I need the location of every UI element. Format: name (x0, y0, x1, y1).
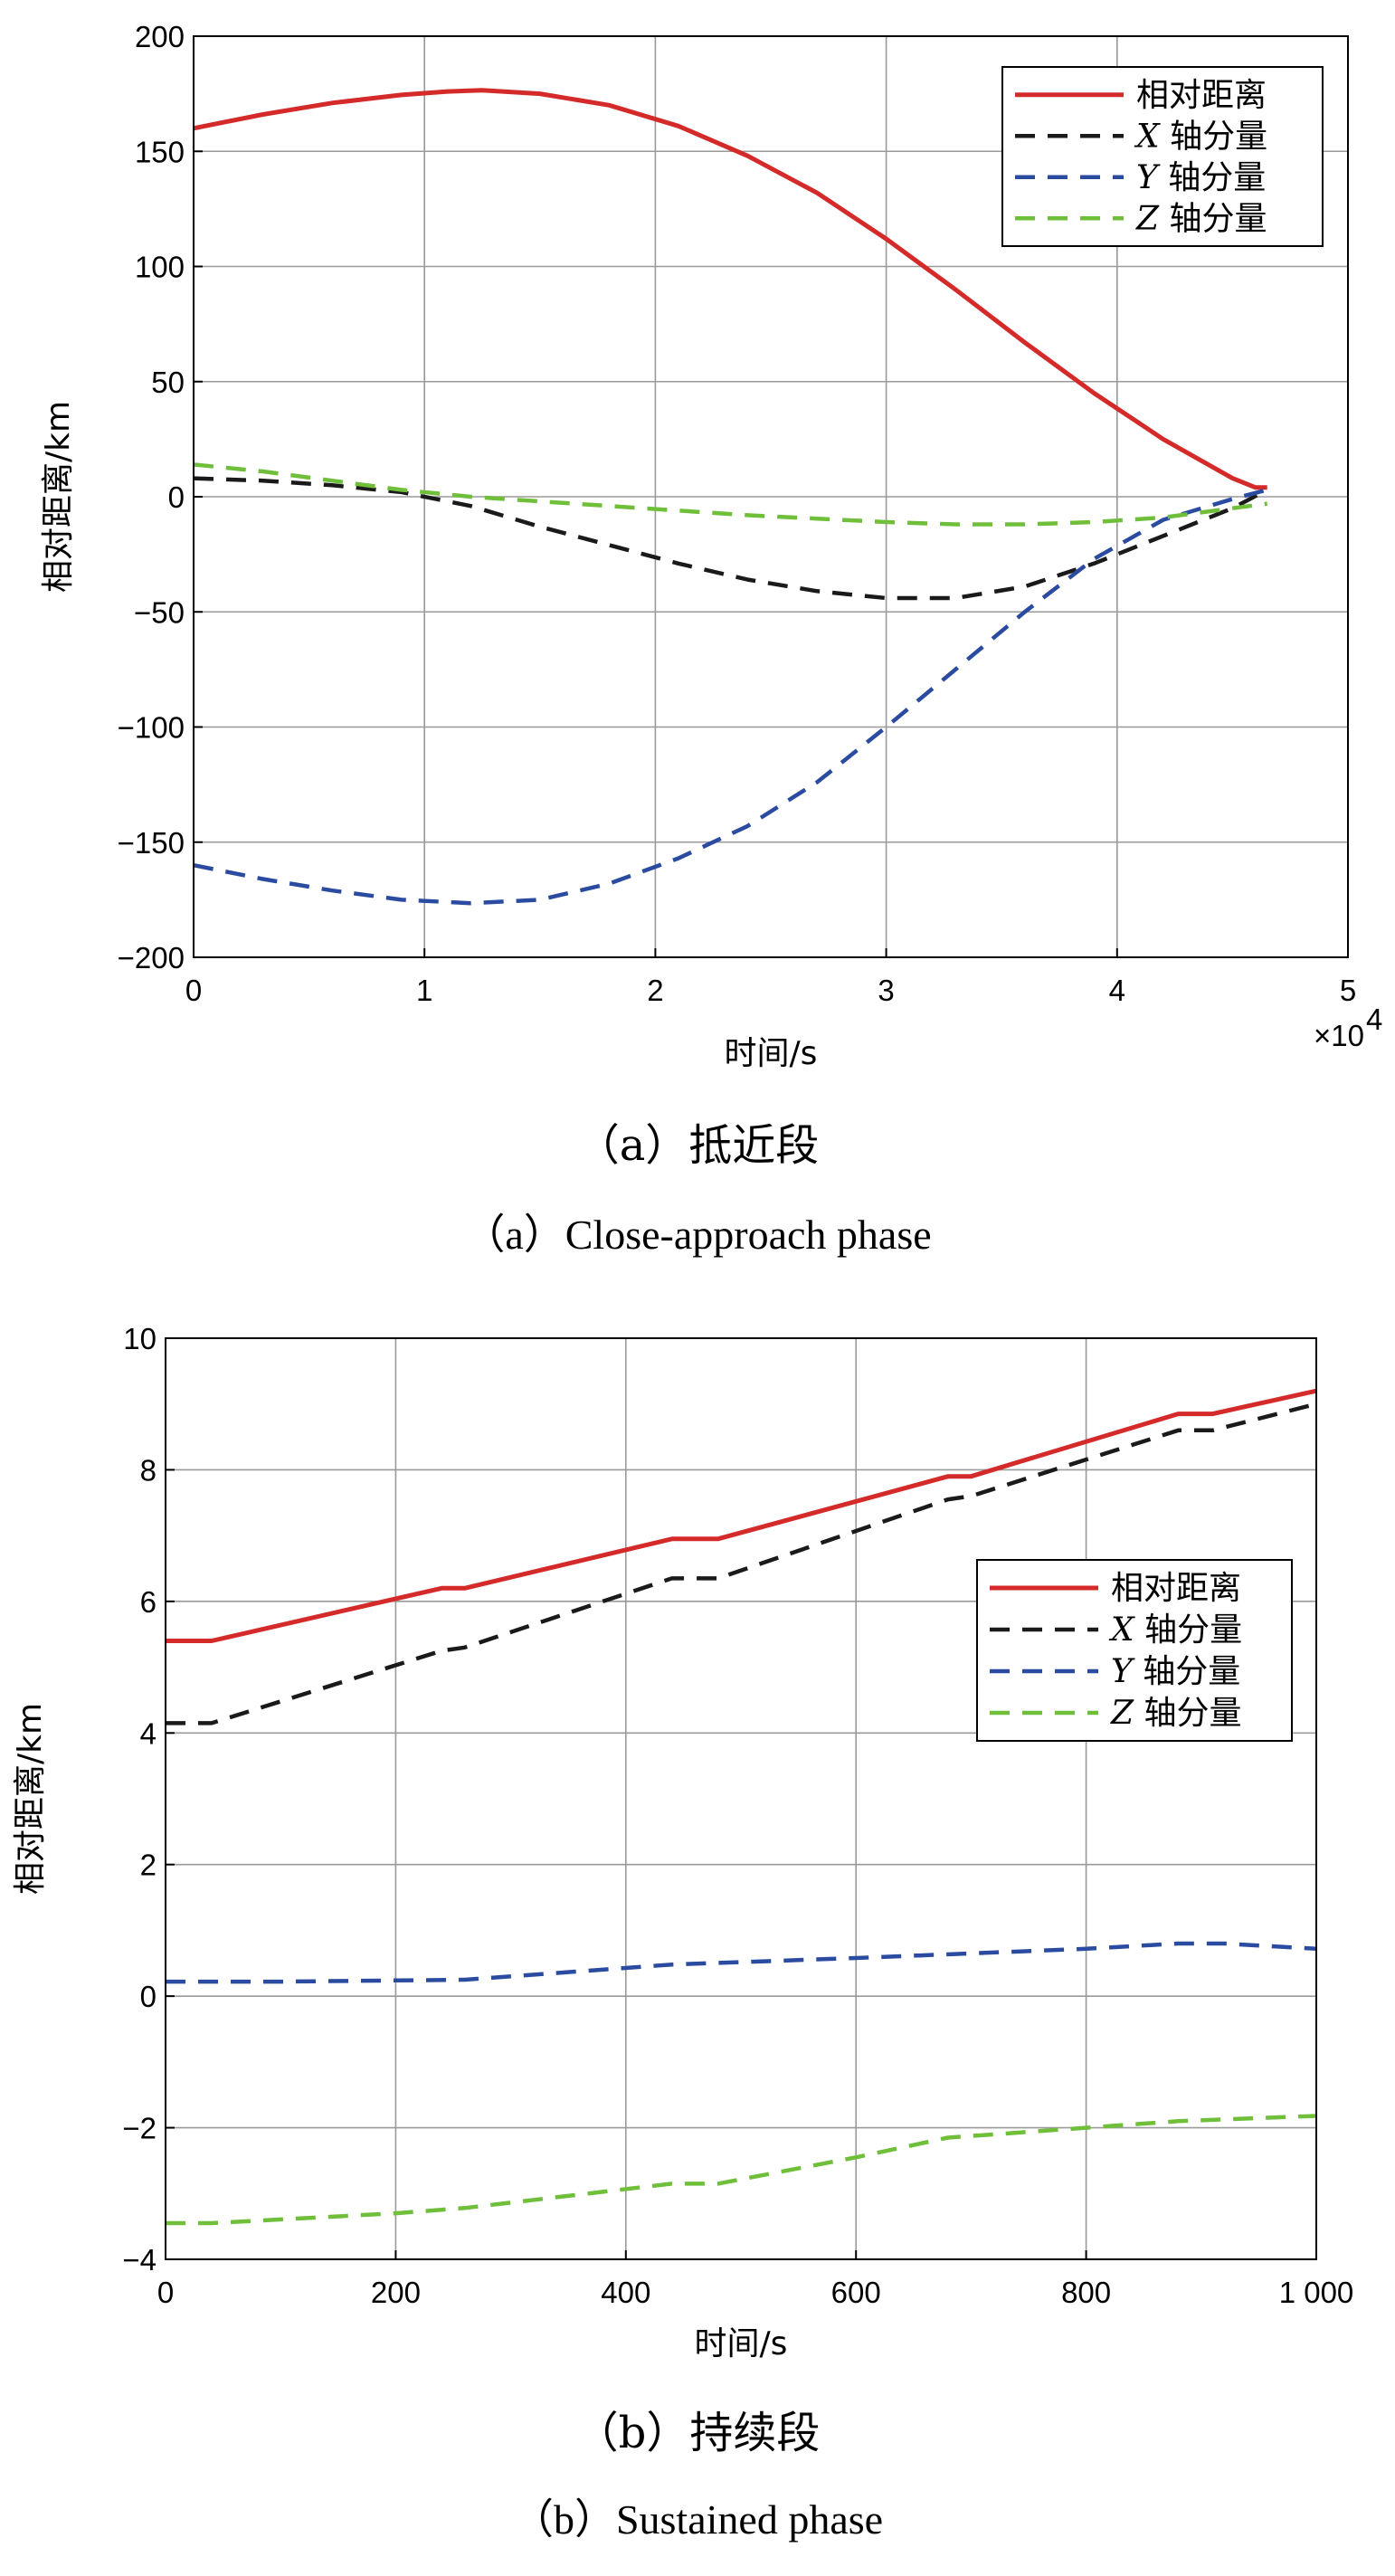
chart-a-ylabel: 相对距离/km (40, 401, 77, 593)
chart-b-xtick-label-5: 1 000 (1279, 2276, 1354, 2309)
chart-b-xtick-label-3: 600 (831, 2276, 881, 2309)
chart-a-svg: （a）抵近段 （a）Close-approach phase 0 1 2 3 4 5200… (40, 20, 1382, 1258)
chart-a-x-exponent: ×10 (1314, 1019, 1364, 1052)
chart-b-legend-axis-text-2: 轴分量 (1133, 1653, 1240, 1690)
chart-a-ytick-label-4: 0 (168, 480, 185, 514)
chart-a-ytick-label-8: −200 (118, 941, 185, 974)
chart-b-series-line-0 (166, 1388, 1317, 1643)
chart-a-legend-label-1: X 轴分量 (1134, 118, 1267, 155)
chart-b-xtick-label-4: 800 (1061, 2276, 1111, 2309)
chart-b-plot-area (166, 1338, 1316, 2259)
chart-a-xtick-label-1: 1 (416, 974, 432, 1007)
chart-a-ytick-label-6: −100 (118, 711, 185, 745)
chart-b-legend-axis-letter-1: X (1108, 1611, 1135, 1649)
chart-b-ytick-label-2: 6 (140, 1585, 157, 1619)
chart-a-legend-axis-letter-3: Z (1135, 200, 1160, 237)
chart-a-legend-axis-text-3: 轴分量 (1159, 200, 1267, 237)
chart-a-ytick-label-2: 100 (135, 251, 185, 284)
chart-b-ytick-label-0: 10 (123, 1322, 157, 1355)
chart-a-legend-axis-text-1: 轴分量 (1160, 118, 1267, 155)
chart-b-ytick-label-6: −2 (122, 2112, 157, 2145)
chart-b-ytick-label-5: 0 (140, 1980, 157, 2013)
chart-b-ytick-label-3: 4 (140, 1716, 157, 1750)
chart-b-caption-cn: （b）持续段 (575, 2408, 821, 2458)
chart-a-ytick-label-7: −150 (118, 826, 185, 860)
chart-b-series-line-2 (166, 1941, 1317, 1984)
chart-a-ytick-label-3: 50 (151, 366, 185, 399)
chart-a-series-line-2 (193, 488, 1268, 906)
chart-b-xtick-label-1: 200 (371, 2276, 421, 2309)
chart-a-legend-axis-letter-2: Y (1136, 159, 1161, 196)
chart-a-ytick-label-0: 200 (135, 20, 185, 53)
chart-a-caption-en: （a）Close-approach phase (463, 1212, 931, 1258)
chart-b-xlabel: 时间/s (695, 2325, 788, 2362)
chart-b-legend-axis-text-3: 轴分量 (1134, 1695, 1241, 1732)
chart-b-axes-frame (165, 1337, 1317, 2260)
chart-a-legend-axis-text-2: 轴分量 (1158, 159, 1266, 196)
chart-a-x-exponent-power: 4 (1366, 1003, 1382, 1036)
chart-a-xtick-label-5: 5 (1340, 974, 1356, 1007)
chart-b-legend-label-1: X 轴分量 (1108, 1611, 1242, 1649)
chart-a-legend-axis-letter-1: X (1134, 118, 1161, 155)
chart-b-ylabel: 相对距离/km (12, 1703, 49, 1895)
chart-a-xtick-label-3: 3 (878, 974, 894, 1007)
chart-panel-b: （b）持续段 （b）Sustained phase 0 200 400 600 800 1… (0, 1267, 1395, 2576)
chart-b-svg: （b）持续段 （b）Sustained phase 0 200 400 600 800 1… (12, 1322, 1354, 2543)
chart-a-legend-label-3: Z 轴分量 (1135, 200, 1267, 237)
chart-a-xtick-label-4: 4 (1109, 974, 1125, 1007)
chart-b-ytick-label-1: 8 (140, 1453, 157, 1487)
chart-a-series-line-0 (193, 88, 1267, 490)
chart-a-legend-label-2: Y 轴分量 (1136, 159, 1266, 196)
chart-b-legend-axis-letter-2: Y (1111, 1653, 1135, 1690)
chart-a-ytick-label-5: −50 (134, 595, 185, 629)
chart-b-legend-label-3: Z 轴分量 (1110, 1695, 1241, 1732)
chart-b-xtick-label-0: 0 (157, 2276, 174, 2309)
chart-b-legend-label-0: 相对距离 (1111, 1570, 1241, 1607)
chart-b-legend-axis-text-1: 轴分量 (1134, 1611, 1242, 1649)
chart-a-legend-label-0: 相对距离 (1136, 77, 1267, 114)
chart-a-xlabel: 时间/s (725, 1035, 818, 1072)
chart-b-caption-en: （b）Sustained phase (512, 2496, 883, 2543)
chart-a-series-line-3 (193, 462, 1267, 527)
chart-a-xtick-label-0: 0 (185, 974, 202, 1007)
chart-b-legend-label-2: Y 轴分量 (1111, 1653, 1240, 1690)
chart-b-ytick-label-7: −4 (122, 2243, 157, 2277)
chart-b-xtick-label-2: 400 (601, 2276, 650, 2309)
chart-b-ytick-label-4: 2 (140, 1849, 157, 1882)
chart-a-caption-cn: （a）抵近段 (576, 1120, 820, 1171)
chart-a-ytick-label-1: 150 (135, 135, 185, 168)
chart-a-series-line-1 (193, 476, 1268, 601)
chart-b-series-line-3 (166, 2114, 1317, 2226)
chart-a-xtick-label-2: 2 (647, 974, 663, 1007)
chart-b-legend-axis-letter-3: Z (1110, 1695, 1134, 1732)
chart-b-series-line-1 (166, 1402, 1317, 1725)
chart-panel-a: （a）抵近段 （a）Close-approach phase 0 1 2 3 4 5 200… (0, 0, 1395, 1267)
